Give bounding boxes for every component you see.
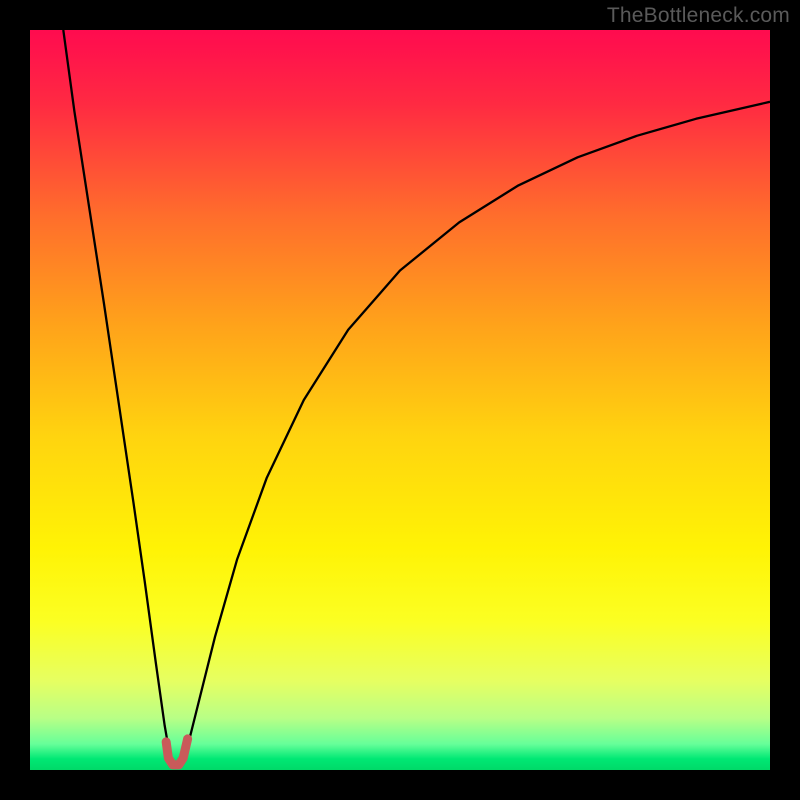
- chart-frame: TheBottleneck.com: [0, 0, 800, 800]
- gradient-background: [30, 30, 770, 770]
- watermark-text: TheBottleneck.com: [607, 4, 790, 28]
- gradient-curve-chart: [30, 30, 770, 770]
- chart-plot-area: [30, 30, 770, 770]
